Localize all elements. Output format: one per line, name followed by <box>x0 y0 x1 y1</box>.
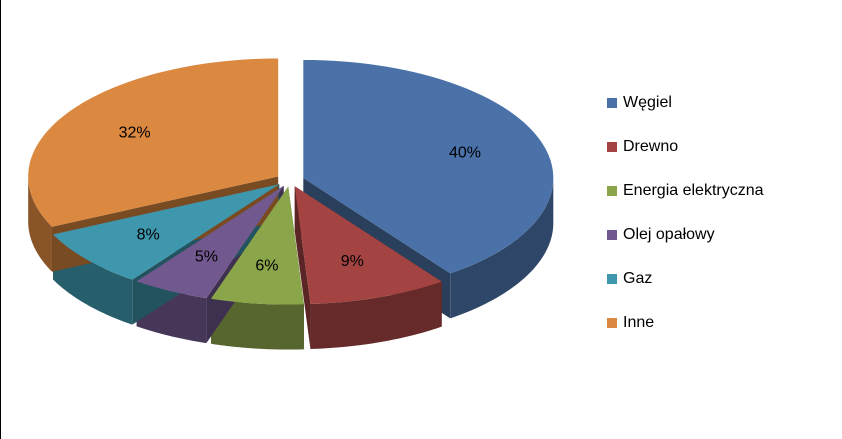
legend-label: Drewno <box>623 138 678 155</box>
data-label: 6% <box>255 257 278 274</box>
slice-side <box>450 177 554 319</box>
slice <box>136 185 284 299</box>
legend-swatch <box>607 274 617 284</box>
legend-label: Olej opałowy <box>623 226 715 243</box>
data-label: 9% <box>341 253 364 270</box>
legend-label: Gaz <box>623 270 652 287</box>
slice-side <box>28 176 52 272</box>
slice-side <box>210 298 304 350</box>
slice <box>303 59 554 274</box>
data-label: 40% <box>449 144 481 161</box>
slice <box>210 186 304 305</box>
slice-edge-wall <box>294 186 311 349</box>
legend-swatch <box>607 186 617 196</box>
data-label: 8% <box>137 227 160 244</box>
legend-swatch <box>607 318 617 328</box>
slice <box>53 184 280 280</box>
legend-label: Inne <box>623 314 654 331</box>
legend-swatch <box>607 98 617 108</box>
legend-swatch <box>607 230 617 240</box>
data-label: 32% <box>119 125 151 142</box>
legend-label: Węgiel <box>623 94 672 111</box>
slice <box>28 58 279 227</box>
legend-label: Energia elektryczna <box>623 182 764 199</box>
slice-side <box>310 281 442 349</box>
data-label: 5% <box>195 249 218 266</box>
legend-swatch <box>607 142 617 152</box>
slice <box>294 186 442 304</box>
